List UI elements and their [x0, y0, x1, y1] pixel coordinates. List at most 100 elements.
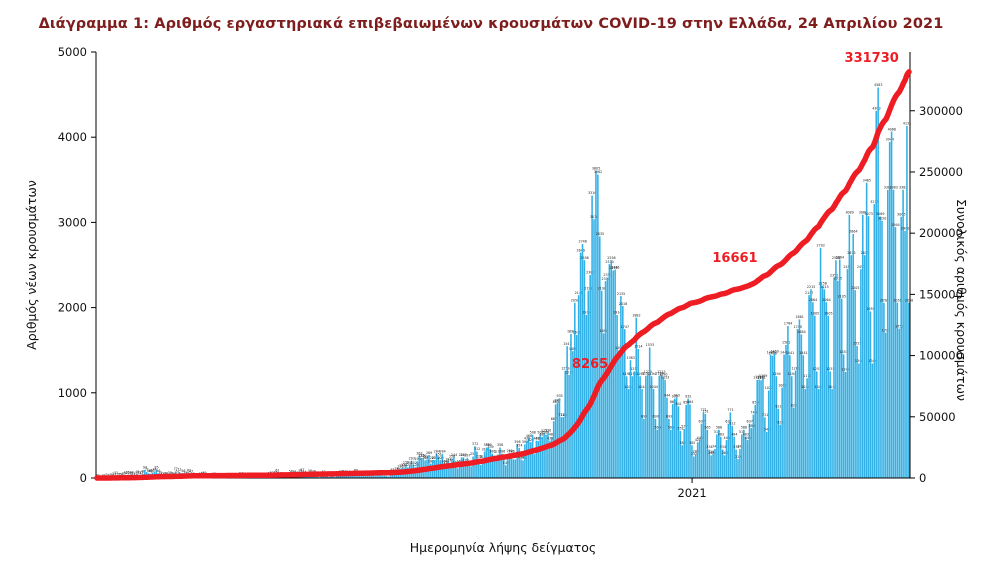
- svg-text:398: 398: [514, 440, 520, 444]
- svg-text:71: 71: [177, 468, 181, 472]
- svg-text:445: 445: [724, 436, 730, 440]
- svg-text:228: 228: [449, 454, 455, 458]
- svg-text:277: 277: [495, 450, 501, 454]
- svg-text:445: 445: [697, 436, 703, 440]
- svg-text:1561: 1561: [782, 341, 790, 345]
- svg-text:1251: 1251: [826, 367, 834, 371]
- svg-text:1044: 1044: [638, 385, 646, 389]
- svg-text:Αριθμός νέων κρουσμάτων: Αριθμός νέων κρουσμάτων: [24, 180, 39, 350]
- svg-text:420: 420: [695, 438, 701, 442]
- svg-text:637: 637: [725, 419, 731, 423]
- svg-text:1451: 1451: [840, 350, 848, 354]
- svg-text:243: 243: [460, 453, 466, 457]
- svg-text:2064: 2064: [809, 298, 817, 302]
- svg-text:252: 252: [691, 452, 697, 456]
- svg-text:235: 235: [418, 454, 424, 458]
- svg-text:483: 483: [743, 433, 749, 437]
- svg-text:284: 284: [693, 450, 699, 454]
- svg-text:3073: 3073: [865, 212, 873, 216]
- svg-text:168: 168: [441, 459, 447, 463]
- svg-text:1460: 1460: [770, 349, 778, 353]
- svg-text:3038: 3038: [590, 215, 598, 219]
- svg-text:1000: 1000: [58, 386, 87, 400]
- svg-text:3215: 3215: [870, 200, 878, 204]
- svg-text:2256: 2256: [818, 281, 826, 285]
- svg-text:359: 359: [485, 443, 491, 447]
- svg-text:220: 220: [518, 455, 524, 459]
- svg-text:203: 203: [409, 456, 415, 460]
- svg-text:530: 530: [545, 429, 551, 433]
- svg-text:1044: 1044: [625, 385, 633, 389]
- svg-text:693: 693: [652, 415, 658, 419]
- svg-text:565: 565: [704, 426, 710, 430]
- svg-text:2064: 2064: [822, 298, 830, 302]
- svg-text:15: 15: [118, 472, 122, 476]
- svg-text:341: 341: [737, 445, 743, 449]
- svg-text:28: 28: [164, 471, 168, 475]
- svg-text:2056: 2056: [880, 299, 888, 303]
- svg-text:75: 75: [396, 467, 400, 471]
- svg-text:1747: 1747: [621, 325, 629, 329]
- svg-text:52: 52: [175, 469, 179, 473]
- svg-text:1215: 1215: [657, 370, 665, 374]
- svg-text:2702: 2702: [817, 243, 825, 247]
- svg-text:47: 47: [189, 470, 193, 474]
- svg-text:2556: 2556: [832, 256, 840, 260]
- svg-text:1027: 1027: [765, 386, 773, 390]
- svg-text:3383: 3383: [899, 185, 907, 189]
- svg-text:586: 586: [748, 424, 754, 428]
- svg-text:2451: 2451: [857, 265, 865, 269]
- svg-text:67: 67: [300, 468, 304, 472]
- svg-text:31: 31: [114, 471, 118, 475]
- svg-text:210: 210: [432, 456, 438, 460]
- svg-text:110: 110: [397, 464, 403, 468]
- svg-text:1199: 1199: [655, 372, 663, 376]
- svg-text:334: 334: [720, 445, 726, 449]
- svg-text:358: 358: [484, 443, 490, 447]
- svg-text:4000: 4000: [58, 130, 87, 144]
- svg-text:207: 207: [430, 456, 436, 460]
- svg-text:385: 385: [689, 441, 695, 445]
- svg-text:312: 312: [474, 447, 480, 451]
- svg-text:193: 193: [445, 457, 451, 461]
- svg-text:1251: 1251: [813, 367, 821, 371]
- svg-text:52: 52: [289, 469, 293, 473]
- svg-text:1194: 1194: [772, 372, 780, 376]
- svg-text:310: 310: [482, 447, 488, 451]
- svg-text:508: 508: [530, 430, 536, 434]
- svg-text:523: 523: [541, 429, 547, 433]
- svg-text:542: 542: [764, 428, 770, 432]
- svg-text:1044: 1044: [801, 385, 809, 389]
- svg-text:284: 284: [439, 450, 445, 454]
- svg-text:3000: 3000: [58, 215, 87, 229]
- svg-text:157: 157: [443, 460, 449, 464]
- svg-text:693: 693: [641, 415, 647, 419]
- svg-text:1514: 1514: [634, 345, 642, 349]
- svg-text:7: 7: [106, 473, 108, 477]
- svg-text:2315: 2315: [834, 276, 842, 280]
- svg-text:2058: 2058: [893, 298, 901, 302]
- svg-text:932: 932: [685, 394, 691, 398]
- svg-text:3316: 3316: [588, 191, 596, 195]
- svg-text:3605: 3605: [592, 167, 600, 171]
- svg-text:1194: 1194: [636, 372, 644, 376]
- svg-text:126: 126: [413, 463, 419, 467]
- svg-text:286: 286: [508, 449, 514, 453]
- svg-text:482: 482: [539, 433, 545, 437]
- svg-text:1190: 1190: [659, 372, 667, 376]
- svg-text:4066: 4066: [888, 127, 896, 131]
- svg-text:1044: 1044: [815, 385, 823, 389]
- svg-text:1489: 1489: [569, 347, 577, 351]
- svg-text:237: 237: [464, 454, 470, 458]
- svg-text:1151: 1151: [753, 376, 761, 380]
- svg-text:771: 771: [700, 408, 706, 412]
- svg-text:2864: 2864: [849, 230, 857, 234]
- svg-text:4309: 4309: [872, 107, 880, 111]
- svg-text:230: 230: [420, 454, 426, 458]
- svg-text:438: 438: [547, 436, 553, 440]
- svg-text:241: 241: [459, 453, 465, 457]
- svg-text:1259: 1259: [561, 366, 569, 370]
- svg-text:483: 483: [718, 433, 724, 437]
